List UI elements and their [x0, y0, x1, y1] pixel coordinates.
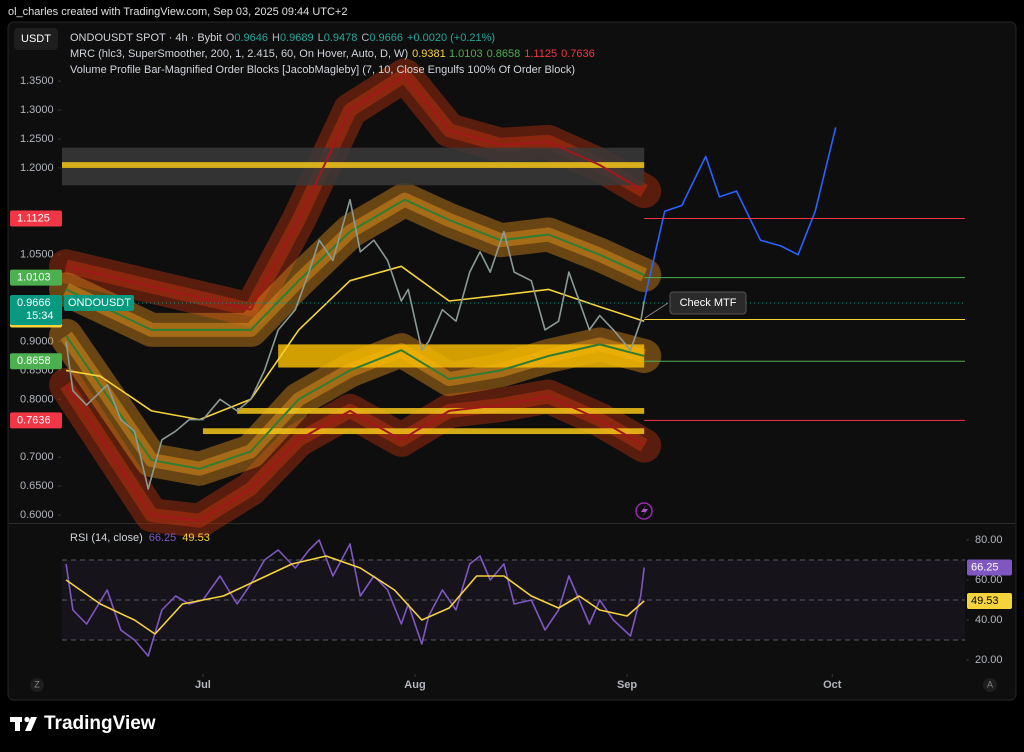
- legend-item: +0.0020 (+0.21%): [407, 32, 495, 44]
- y-tick-label: 20.00: [975, 654, 1003, 666]
- event-icon[interactable]: [635, 502, 653, 520]
- legend-item: 0.9381: [412, 48, 446, 60]
- level-label: 0.7636: [17, 414, 51, 426]
- y-tick-label: 0.6500: [20, 480, 54, 492]
- caption: ol_charles created with TradingView.com,…: [8, 6, 347, 18]
- series-line: [643, 127, 837, 302]
- legend-item: L: [318, 32, 324, 44]
- annotation-box: [669, 291, 747, 315]
- legend-item: C: [361, 32, 369, 44]
- series-line: [65, 384, 645, 522]
- x-tick-label: Jul: [195, 679, 211, 691]
- order-block: [62, 162, 645, 168]
- series-line: [65, 198, 645, 490]
- series-line: [65, 555, 645, 635]
- level-label: 1.0103: [17, 272, 51, 284]
- order-block: [202, 428, 645, 435]
- zoom-label[interactable]: Z: [34, 679, 40, 689]
- y-tick-label: 80.00: [975, 534, 1003, 546]
- auto-label[interactable]: A: [987, 679, 993, 689]
- level-badge: [10, 269, 62, 286]
- brand-logo: [10, 716, 37, 731]
- legend-item: O: [226, 32, 235, 44]
- series-line: [65, 198, 645, 331]
- y-tick-label: 1.2500: [20, 133, 54, 145]
- x-tick-label: Aug: [404, 679, 425, 691]
- level-badge: [10, 210, 62, 227]
- legend-item: 66.25: [149, 532, 177, 544]
- rsi-value-badge: [967, 592, 1012, 609]
- legend-item: 1.0103: [449, 48, 483, 60]
- order-block: [237, 408, 645, 414]
- currency-label[interactable]: USDT: [21, 33, 51, 45]
- zoom-button[interactable]: [30, 678, 44, 692]
- y-tick-label: 0.6000: [20, 509, 54, 521]
- legend-item: 0.7636: [561, 48, 595, 60]
- x-tick-label: Sep: [617, 679, 637, 691]
- series-line: [65, 335, 645, 470]
- auto-button[interactable]: [983, 678, 997, 692]
- x-tick-label: Oct: [823, 679, 842, 691]
- legend-line: ONDOUSDT SPOT · 4h · Bybit O0.9646 H0.9689…: [70, 32, 495, 44]
- y-tick-label: 60.00: [975, 574, 1003, 586]
- y-tick-label: 1.2000: [20, 162, 54, 174]
- symbol-tag: [64, 294, 134, 311]
- legend-line: MRC (hlc3, SuperSmoother, 200, 1, 2.415,…: [70, 48, 595, 60]
- y-tick-label: 40.00: [975, 614, 1003, 626]
- legend-item: H: [272, 32, 280, 44]
- level-badge: [10, 353, 62, 370]
- level-badge: [10, 412, 62, 429]
- rsi-value-badge: [967, 559, 1012, 576]
- annotation-connector: [644, 302, 669, 319]
- y-tick-label: 1.3500: [20, 75, 54, 87]
- legend-item: 0.9646: [234, 32, 268, 44]
- legend-item: 0.8658: [487, 48, 521, 60]
- rsi-value-label: 66.25: [971, 561, 999, 573]
- legend-item: 0.9666: [369, 32, 403, 44]
- legend-line: RSI (14, close) 66.25 49.53: [70, 532, 210, 544]
- y-tick-label: 0.8000: [20, 393, 54, 405]
- level-label: 0.8658: [17, 355, 51, 367]
- legend-item: 0.9478: [324, 32, 358, 44]
- y-tick-label: 1.3000: [20, 104, 54, 116]
- symbol-tag-label: ONDOUSDT: [68, 297, 131, 309]
- legend-item: 1.1125: [524, 48, 557, 60]
- legend-item: Volume Profile Bar-Magnified Order Block…: [70, 64, 575, 76]
- currency-button[interactable]: [14, 28, 58, 50]
- legend-item: RSI (14, close): [70, 532, 143, 544]
- series-line: [65, 74, 645, 311]
- legend-item: 0.9689: [280, 32, 314, 44]
- legend-item: 49.53: [182, 532, 210, 544]
- level-label: 1.1125: [17, 212, 50, 224]
- legend-item: ONDOUSDT SPOT · 4h · Bybit: [70, 32, 222, 44]
- brand-name: TradingView: [44, 713, 156, 734]
- price-badge: [10, 294, 62, 325]
- price-countdown: 15:34: [26, 310, 54, 322]
- price-value: 0.9666: [17, 297, 51, 309]
- annotation-text: Check MTF: [680, 297, 737, 309]
- rsi-value-label: 49.53: [971, 595, 999, 607]
- y-tick-label: 0.9000: [20, 335, 54, 347]
- series-line: [65, 539, 645, 657]
- order-block: [278, 344, 645, 368]
- y-tick-label: 0.7000: [20, 451, 54, 463]
- legend-item: MRC (hlc3, SuperSmoother, 200, 1, 2.415,…: [70, 48, 408, 60]
- legend-line: Volume Profile Bar-Magnified Order Block…: [70, 64, 575, 76]
- event-bolt: [641, 505, 648, 517]
- y-tick-label: 1.0500: [20, 249, 54, 261]
- series-line: [65, 265, 645, 421]
